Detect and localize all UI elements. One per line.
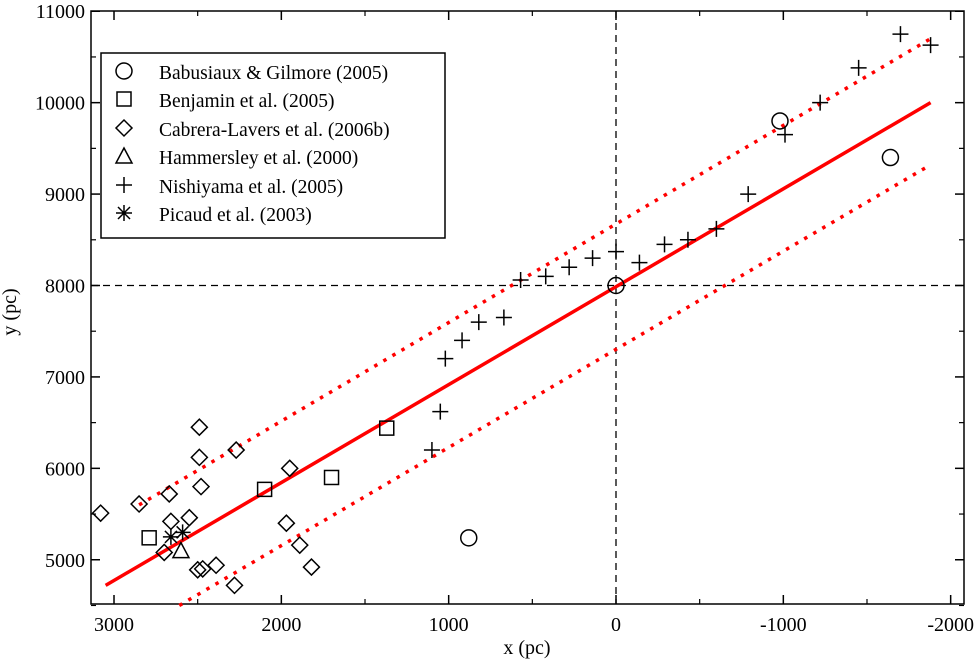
data-point-diamond	[191, 477, 211, 496]
x-tick-label: 2000	[261, 614, 301, 636]
y-tick-label: 9000	[45, 184, 85, 206]
data-point-plus	[561, 259, 578, 276]
data-point-diamond	[302, 558, 321, 577]
data-point-plus	[432, 403, 449, 420]
legend-label-babusiaux: Babusiaux & Gilmore (2005)	[159, 63, 388, 84]
legend-symbol-plus	[116, 177, 132, 193]
y-tick-label: 10000	[35, 93, 85, 115]
x-tick-label: -2000	[927, 614, 974, 636]
data-point-plus	[537, 268, 554, 285]
legend-label-cabrera-lavers: Cabrera-Lavers et al. (2006b)	[159, 120, 390, 141]
data-point-plus	[812, 94, 829, 111]
y-axis-title: y (pc)	[0, 288, 21, 335]
data-point-diamond	[188, 560, 207, 579]
data-point-diamond	[290, 536, 309, 555]
data-point-square	[323, 469, 340, 486]
data-point-plus	[777, 126, 794, 143]
legend-label-benjamin: Benjamin et al. (2005)	[159, 91, 334, 112]
data-point-square	[141, 530, 157, 546]
x-tick-label: 3000	[94, 614, 134, 636]
data-point-square	[379, 420, 395, 436]
data-point-plus	[512, 272, 529, 289]
legend-box	[100, 52, 446, 239]
data-point-diamond	[155, 543, 174, 562]
data-point-triangle	[171, 541, 191, 559]
data-point-diamond	[277, 514, 296, 533]
data-point-asterisk	[162, 528, 179, 545]
data-point-diamond	[190, 418, 209, 437]
x-axis-title: x (pc)	[503, 637, 550, 659]
data-point-plus	[922, 37, 939, 54]
data-point-asterisk	[174, 524, 191, 541]
data-point-plus	[437, 350, 454, 367]
y-tick-label: 6000	[45, 458, 85, 480]
data-point-circle	[771, 112, 789, 130]
y-tick-label: 8000	[45, 276, 85, 298]
legend: Babusiaux & Gilmore (2005) Benjamin et a…	[100, 52, 446, 239]
data-point-plus	[495, 309, 512, 326]
data-point-plus	[850, 59, 867, 76]
data-point-diamond	[227, 440, 246, 460]
data-point-plus	[470, 314, 487, 331]
y-tick-label: 11000	[36, 1, 85, 23]
data-point-diamond	[130, 494, 149, 514]
data-point-plus	[708, 220, 725, 237]
y-tick-label: 5000	[45, 550, 85, 572]
fit-line	[104, 101, 932, 587]
y-tick-label: 7000	[45, 367, 85, 389]
legend-symbol-circle	[115, 62, 133, 80]
data-point-circle	[881, 148, 900, 167]
data-point-diamond	[190, 448, 209, 467]
legend-symbol-triangle	[114, 146, 134, 164]
legend-symbol-asterisk	[116, 205, 132, 221]
data-point-plus	[423, 442, 440, 459]
legend-label-nishiyama: Nishiyama et al. (2005)	[159, 177, 343, 198]
data-point-plus	[679, 231, 696, 248]
legend-symbol-diamond	[114, 118, 134, 138]
data-point-diamond	[180, 508, 199, 527]
x-tick-label: 0	[611, 614, 621, 636]
data-point-diamond	[225, 576, 244, 595]
data-point-circle	[459, 529, 478, 547]
data-point-plus	[454, 332, 471, 349]
band-line-lower	[178, 163, 932, 607]
x-tick-label: 1000	[429, 614, 469, 636]
data-point-plus	[740, 186, 757, 203]
x-tick-label: -1000	[760, 614, 807, 636]
data-point-diamond	[160, 484, 179, 503]
data-point-plus	[892, 26, 909, 43]
legend-label-hammersley: Hammersley et al. (2000)	[159, 148, 358, 169]
data-point-plus	[656, 236, 673, 253]
data-point-plus	[584, 250, 601, 267]
data-point-circle	[607, 276, 625, 295]
legend-label-picaud: Picaud et al. (2003)	[159, 205, 312, 226]
data-point-square	[256, 481, 273, 498]
legend-symbol-square	[116, 91, 132, 107]
data-point-diamond	[207, 556, 226, 575]
data-point-diamond	[91, 504, 110, 523]
data-point-diamond	[280, 459, 299, 478]
data-point-plus	[631, 254, 648, 271]
data-point-plus	[608, 243, 624, 260]
